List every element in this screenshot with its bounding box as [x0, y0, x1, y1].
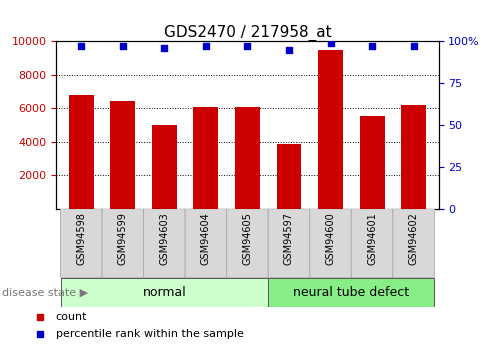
- Bar: [276, 144, 301, 209]
- Bar: [110, 101, 135, 209]
- FancyBboxPatch shape: [268, 209, 310, 278]
- Text: GSM94605: GSM94605: [243, 212, 252, 265]
- Bar: [194, 107, 219, 209]
- Point: [410, 44, 417, 49]
- Bar: [235, 108, 260, 209]
- Text: GSM94604: GSM94604: [201, 212, 211, 265]
- Bar: [152, 125, 177, 209]
- Text: percentile rank within the sample: percentile rank within the sample: [55, 329, 244, 339]
- FancyBboxPatch shape: [227, 209, 268, 278]
- Text: GSM94597: GSM94597: [284, 212, 294, 265]
- Bar: [360, 116, 385, 209]
- Point: [202, 44, 210, 49]
- FancyBboxPatch shape: [351, 209, 393, 278]
- Text: GSM94599: GSM94599: [118, 212, 128, 265]
- Text: normal: normal: [143, 286, 186, 299]
- Text: count: count: [55, 312, 87, 322]
- Point: [327, 40, 335, 46]
- Text: GSM94602: GSM94602: [409, 212, 418, 265]
- FancyBboxPatch shape: [102, 209, 144, 278]
- FancyBboxPatch shape: [185, 209, 227, 278]
- Text: GSM94603: GSM94603: [159, 212, 170, 265]
- FancyBboxPatch shape: [144, 209, 185, 278]
- Title: GDS2470 / 217958_at: GDS2470 / 217958_at: [164, 25, 331, 41]
- Text: GSM94598: GSM94598: [76, 212, 86, 265]
- Point: [244, 44, 251, 49]
- Point: [160, 45, 168, 51]
- Text: GSM94600: GSM94600: [325, 212, 336, 265]
- Text: GSM94601: GSM94601: [367, 212, 377, 265]
- Bar: [318, 50, 343, 209]
- Point: [119, 44, 127, 49]
- Text: disease state ▶: disease state ▶: [2, 287, 89, 297]
- Bar: [69, 95, 94, 209]
- Point: [77, 44, 85, 49]
- Bar: [401, 105, 426, 209]
- Point: [285, 47, 293, 52]
- FancyBboxPatch shape: [60, 278, 268, 307]
- FancyBboxPatch shape: [268, 278, 435, 307]
- FancyBboxPatch shape: [393, 209, 435, 278]
- FancyBboxPatch shape: [60, 209, 102, 278]
- FancyBboxPatch shape: [310, 209, 351, 278]
- Point: [368, 44, 376, 49]
- Text: neural tube defect: neural tube defect: [293, 286, 409, 299]
